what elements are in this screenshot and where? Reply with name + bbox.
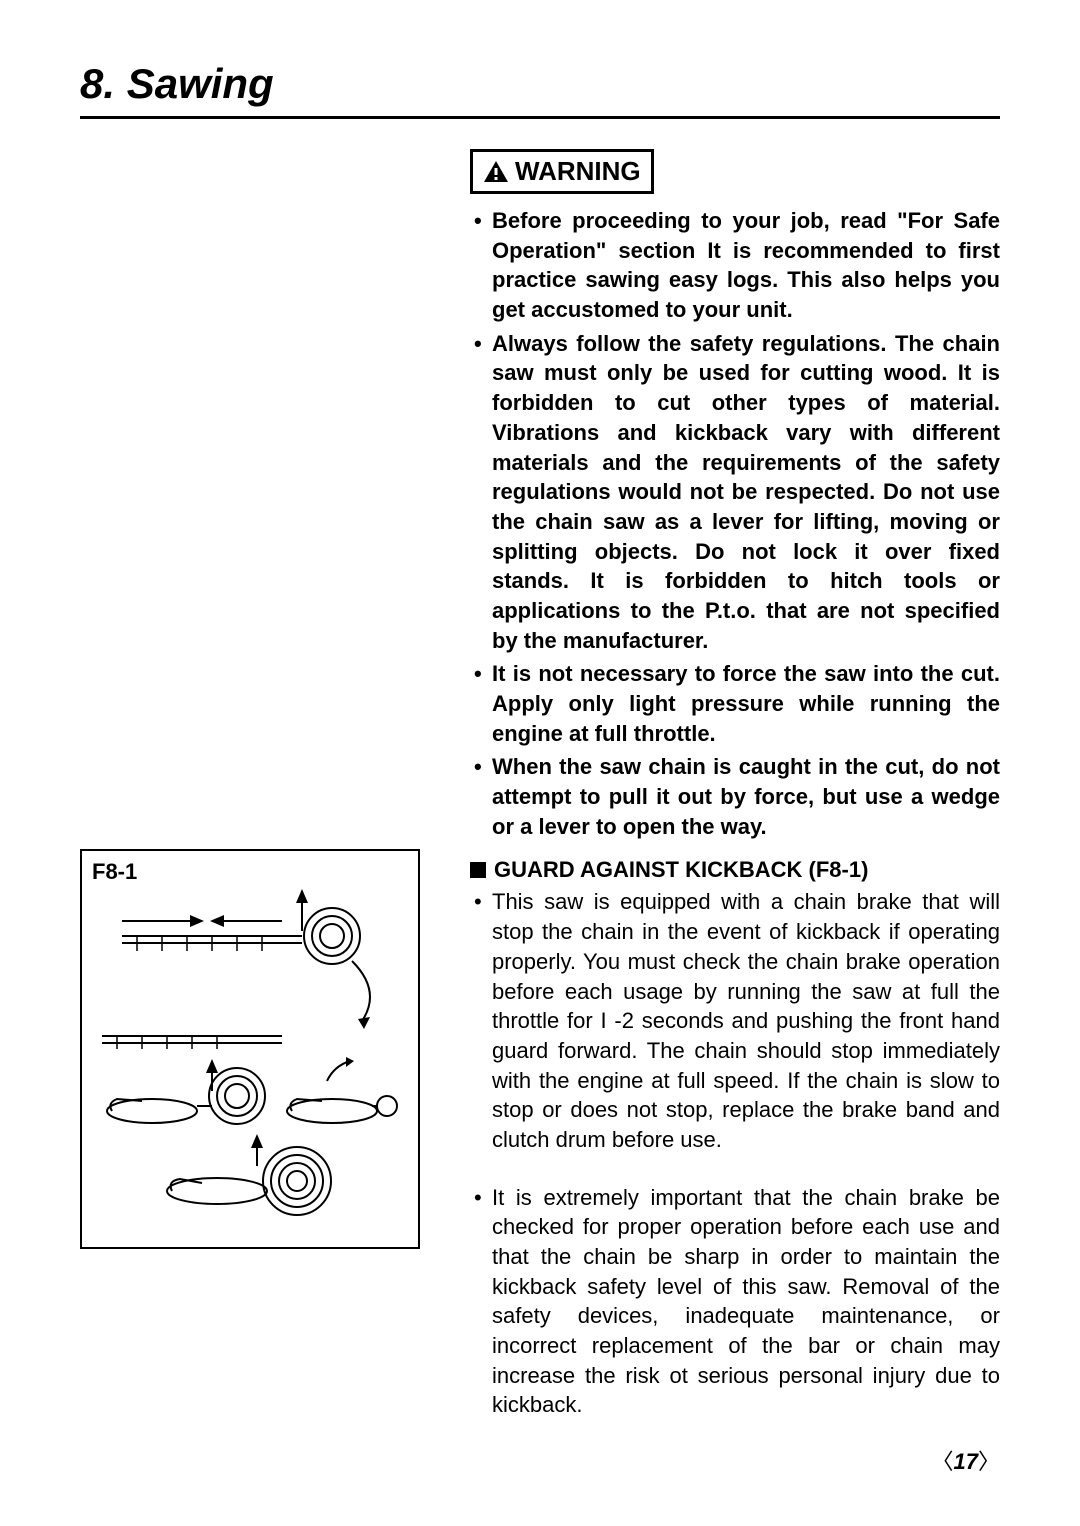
right-column: WARNING Before proceeding to your job, r… [470, 149, 1000, 1448]
kickback-list: This saw is equipped with a chain brake … [470, 887, 1000, 1420]
title-rule [80, 116, 1000, 119]
warning-label-text: WARNING [515, 156, 641, 187]
page-bracket-close: 〉 [978, 1449, 1000, 1474]
warning-list: Before proceeding to your job, read "For… [470, 206, 1000, 841]
kickback-diagram [82, 881, 422, 1241]
page-number: 〈17〉 [931, 1444, 1000, 1476]
warning-item: Before proceeding to your job, read "For… [470, 206, 1000, 325]
warning-item: When the saw chain is caught in the cut,… [470, 752, 1000, 841]
content-grid: F8-1 [80, 149, 1000, 1448]
chapter-title: 8. Sawing [80, 60, 1000, 108]
kickback-heading: GUARD AGAINST KICKBACK (F8-1) [470, 857, 1000, 883]
kickback-heading-text: GUARD AGAINST KICKBACK (F8-1) [494, 857, 868, 882]
warning-label-box: WARNING [470, 149, 654, 194]
left-column: F8-1 [80, 149, 440, 1448]
figure-box: F8-1 [80, 849, 420, 1249]
warning-item: It is not necessary to force the saw int… [470, 659, 1000, 748]
page-bracket-open: 〈 [931, 1449, 953, 1474]
kickback-item: This saw is equipped with a chain brake … [470, 887, 1000, 1154]
square-bullet-icon [470, 862, 486, 878]
warning-triangle-icon [483, 160, 509, 184]
kickback-item: It is extremely important that the chain… [470, 1183, 1000, 1421]
page-number-value: 17 [954, 1449, 978, 1474]
warning-item: Always follow the safety regulations. Th… [470, 329, 1000, 656]
